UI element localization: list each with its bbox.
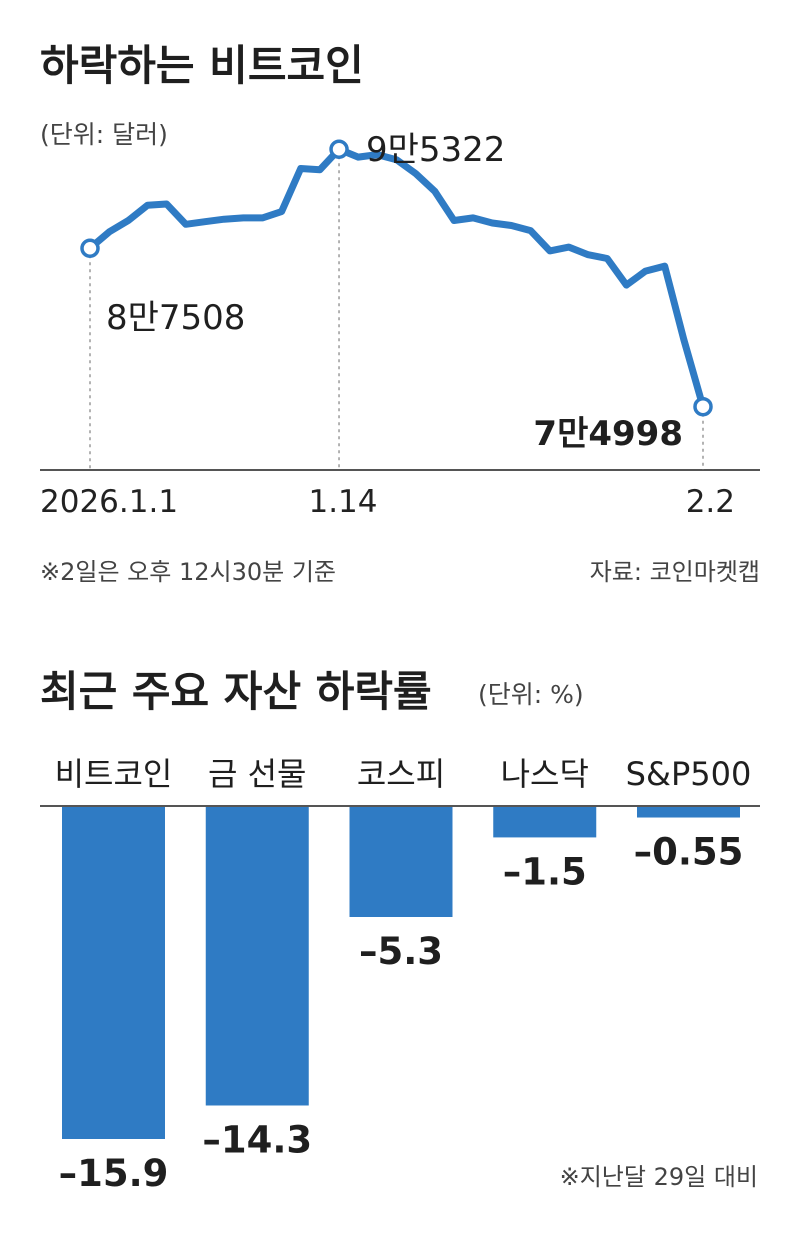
value-label: –14.3 <box>202 1118 312 1161</box>
highlight-markers <box>80 139 713 417</box>
line-chart-footnote: ※2일은 오후 12시30분 기준 <box>40 558 336 586</box>
bar <box>493 806 597 838</box>
bar <box>637 806 740 818</box>
guide-lines <box>89 149 704 470</box>
category-label: 코스피 <box>357 755 445 793</box>
bar <box>205 806 309 1106</box>
x-tick-label: 2026.1.1 <box>40 484 178 520</box>
category-label: 비트코인 <box>55 755 173 793</box>
value-label: –0.55 <box>634 831 744 874</box>
value-label: –1.5 <box>503 850 587 893</box>
bar-chart-unit: (단위: %) <box>478 680 584 709</box>
bar <box>62 806 165 1139</box>
bar <box>349 806 453 917</box>
highlight-marker <box>80 238 100 258</box>
end-value-label: 7만4998 <box>533 414 683 454</box>
series-line <box>86 145 707 411</box>
bar-chart-footnote: ※지난달 29일 대비 <box>560 1163 758 1191</box>
category-label: 나스닥 <box>501 755 589 793</box>
value-label: –15.9 <box>59 1152 169 1195</box>
bar-group: 비트코인 –15.9 금 선물 –14.3 코스피 –5.3 나스닥 –1.5 S&P500 –0… <box>55 755 752 1195</box>
category-label: S&P500 <box>626 755 752 793</box>
peak-value-label: 9만5322 <box>366 130 505 170</box>
start-value-label: 8만7508 <box>106 298 245 338</box>
bar-chart-title: 최근 주요 자산 하락률 <box>40 667 432 716</box>
highlight-marker <box>693 396 713 417</box>
line-chart-unit: (단위: 달러) <box>40 120 168 149</box>
x-tick-label: 1.14 <box>308 484 377 520</box>
category-label: 금 선물 <box>208 755 307 793</box>
highlight-marker <box>329 139 349 160</box>
line-chart-source: 자료: 코인마켓캡 <box>590 558 760 586</box>
line-chart-title: 하락하는 비트코인 <box>40 41 364 90</box>
x-tick-label: 2.2 <box>686 484 735 520</box>
value-label: –5.3 <box>359 930 443 973</box>
